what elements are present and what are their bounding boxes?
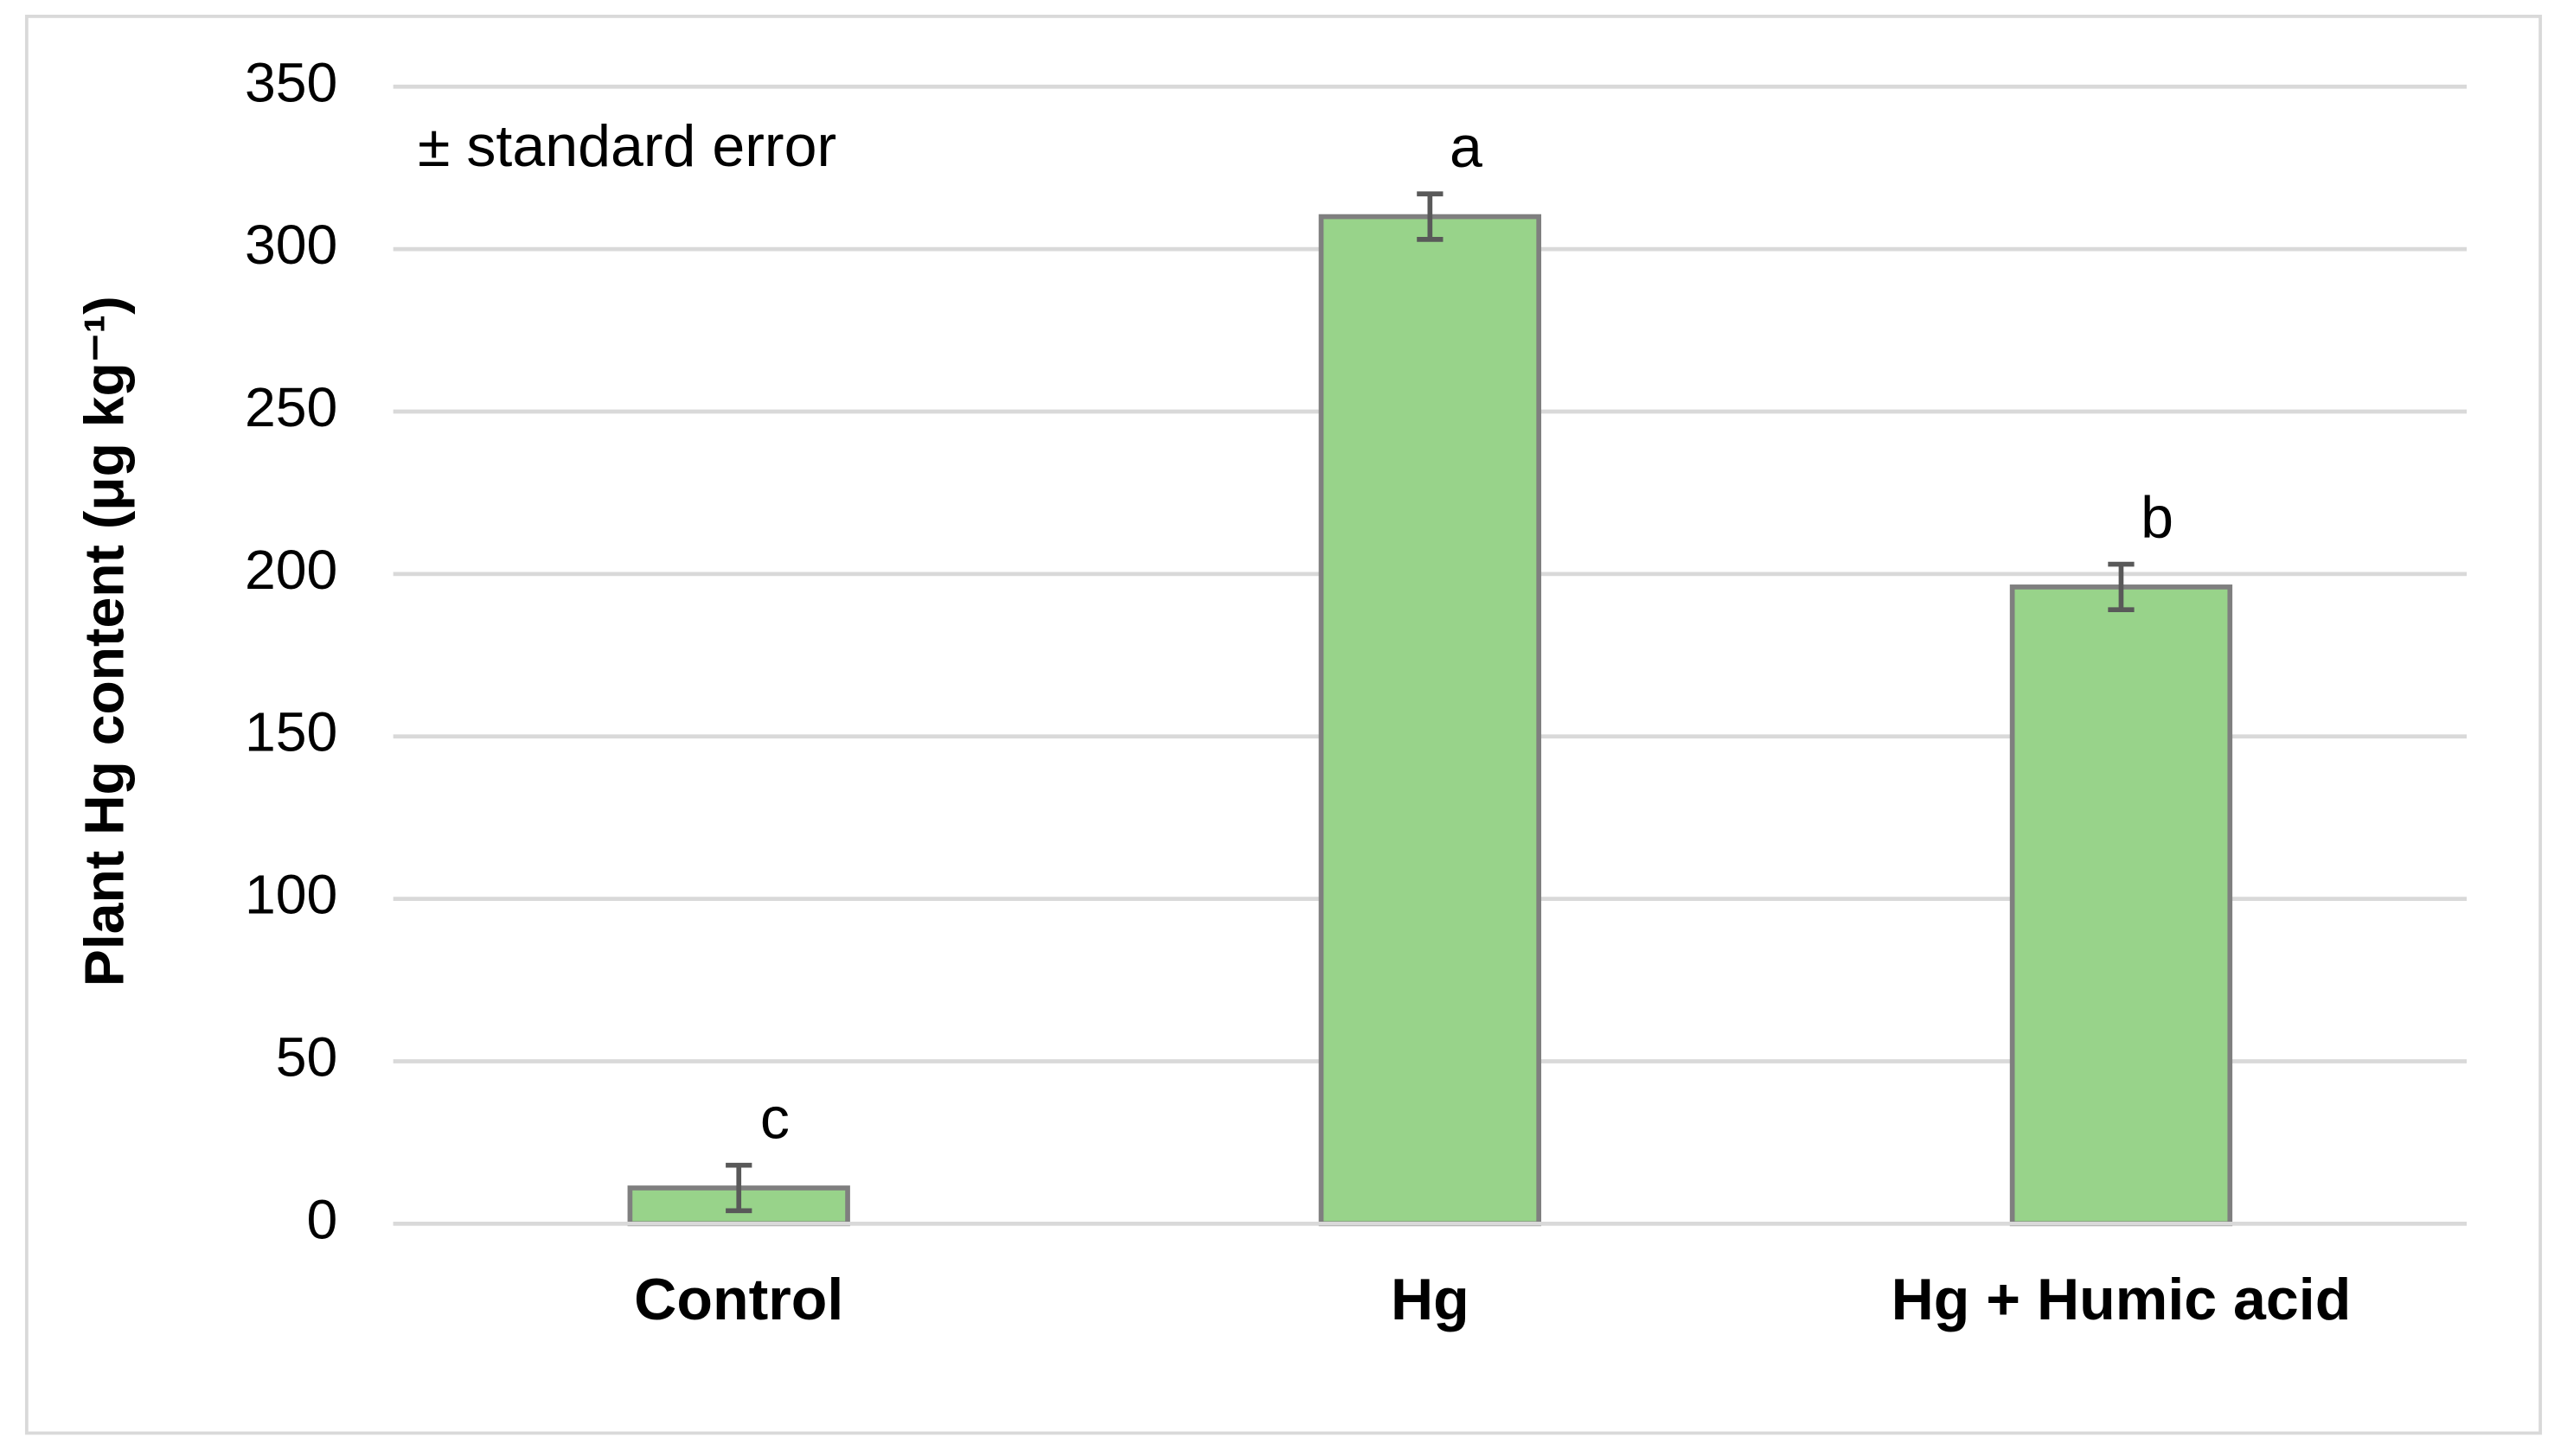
y-tick-label: 350	[245, 51, 337, 113]
x-tick-label: Hg	[1391, 1267, 1469, 1332]
y-tick-label: 300	[245, 214, 337, 276]
error-bar	[726, 1162, 752, 1214]
y-tick-label: 100	[245, 864, 337, 926]
y-axis-label: Plant Hg content (μg kg⁻¹)	[73, 296, 135, 987]
error-bar	[1417, 191, 1444, 242]
y-tick-label: 50	[276, 1025, 338, 1088]
x-tick-label: Control	[634, 1267, 843, 1332]
y-tick-label: 150	[245, 701, 337, 763]
x-tick-label: Hg + Humic acid	[1892, 1267, 2352, 1332]
bar	[1318, 214, 1542, 1227]
y-tick-label: 250	[245, 376, 337, 438]
annotation: ± standard error	[418, 113, 836, 179]
significance-letter: b	[2141, 484, 2173, 550]
bar	[2009, 584, 2233, 1227]
significance-letter: c	[760, 1085, 790, 1151]
y-tick-label: 200	[245, 539, 337, 601]
significance-letter: a	[1450, 114, 1482, 180]
error-bar	[2108, 561, 2135, 613]
y-tick-label: 0	[307, 1188, 338, 1250]
